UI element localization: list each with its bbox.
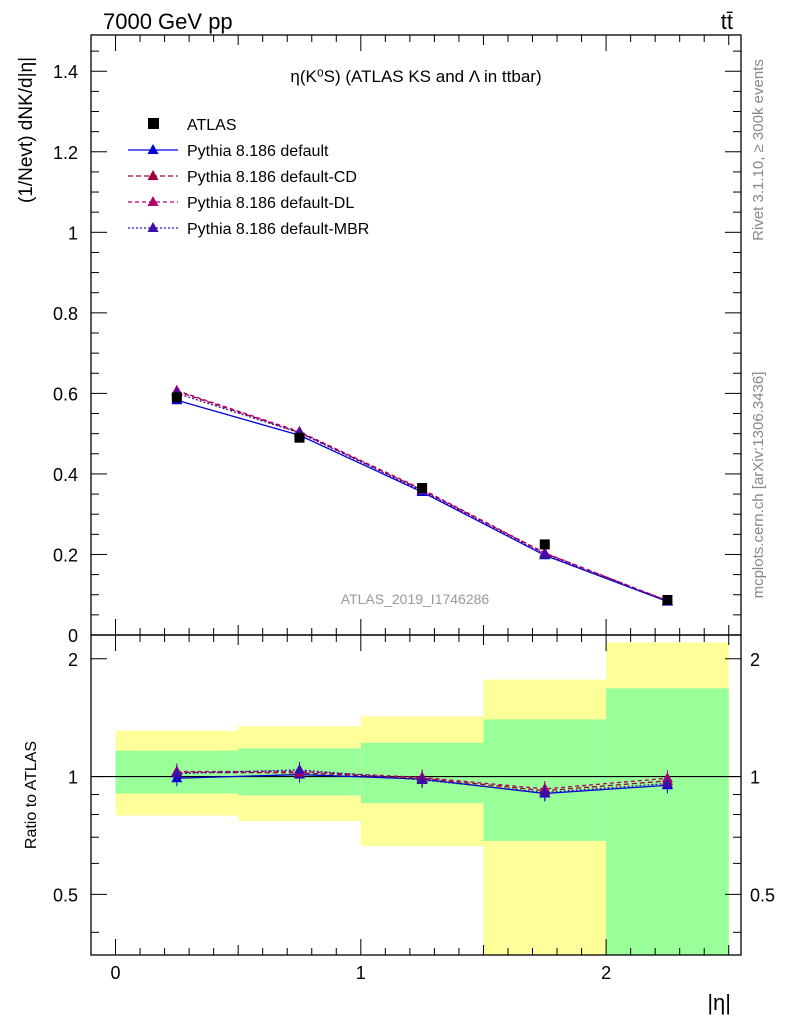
legend-marker-dl: [148, 196, 159, 206]
x-axis-label: |η|: [707, 990, 731, 1015]
ratio-y-tick-label: 2: [68, 650, 78, 670]
ratio-y-axis-label: Ratio to ATLAS: [23, 741, 40, 849]
y-tick-label: 0.8: [53, 304, 78, 324]
legend-marker-atlas: [148, 118, 159, 129]
band-inner: [483, 719, 606, 840]
legend-marker-mbr: [148, 222, 159, 232]
legend-marker-default: [148, 144, 159, 154]
legend: ATLAS Pythia 8.186 default Pythia 8.186 de…: [128, 117, 369, 238]
x-tick-label: 1: [356, 963, 366, 983]
y-tick-label: 1.2: [53, 143, 78, 163]
ratio-y-tick-label-right: 1: [750, 768, 760, 788]
source-label: mcplots.cern.ch [arXiv:1306.3436]: [750, 372, 767, 599]
energy-label: 7000 GeV pp: [103, 9, 233, 34]
series-line-cd: [177, 391, 668, 600]
main-plot: η(K⁰S) (ATLAS KS and Λ in ttbar) ATLAS_2…: [16, 35, 741, 646]
plot-title: η(K⁰S) (ATLAS KS and Λ in ttbar): [290, 67, 541, 86]
process-label: tt̄: [721, 9, 733, 34]
x-tick-label: 2: [601, 963, 611, 983]
y-tick-label: 1.4: [53, 62, 78, 82]
atlas-data-point: [417, 483, 427, 493]
ratio-y-tick-label: 0.5: [53, 885, 78, 905]
ratio-y-tick-label: 1: [68, 768, 78, 788]
atlas-data-point: [540, 539, 550, 549]
ratio-y-tick-label-right: 2: [750, 650, 760, 670]
y-axis-label: (1/Nevt) dNK/d|η|: [16, 57, 37, 203]
ratio-y-tick-label-right: 0.5: [750, 885, 775, 905]
uncertainty-bands: [116, 643, 729, 955]
analysis-watermark: ATLAS_2019_I1746286: [341, 591, 490, 607]
ratio-plot: Ratio to ATLAS 0.5 0.5 1 1 2 2 0 1 2 |η|: [23, 635, 775, 1015]
y-tick-label: 1: [68, 223, 78, 243]
atlas-data-point: [294, 433, 304, 443]
y-tick-label: 0.6: [53, 384, 78, 404]
legend-label: Pythia 8.186 default-CD: [187, 169, 357, 186]
x-tick-label: 0: [111, 963, 121, 983]
chart-canvas: 7000 GeV pp tt̄ Rivet 3.1.10, ≥ 300k eve…: [0, 0, 786, 1024]
legend-label: Pythia 8.186 default-MBR: [187, 221, 369, 238]
series-line-mbr: [177, 393, 668, 601]
legend-label: Pythia 8.186 default-DL: [187, 195, 354, 212]
legend-marker-cd: [148, 170, 159, 180]
legend-label: ATLAS: [187, 117, 237, 134]
legend-label: Pythia 8.186 default: [187, 143, 329, 160]
y-tick-zero: 0: [68, 626, 78, 646]
atlas-data-point: [662, 595, 672, 605]
y-tick-label: 0.4: [53, 465, 78, 485]
rivet-label: Rivet 3.1.10, ≥ 300k events: [750, 59, 767, 241]
band-inner: [606, 688, 729, 955]
y-tick-label: 0.2: [53, 545, 78, 565]
atlas-data-point: [172, 392, 182, 402]
